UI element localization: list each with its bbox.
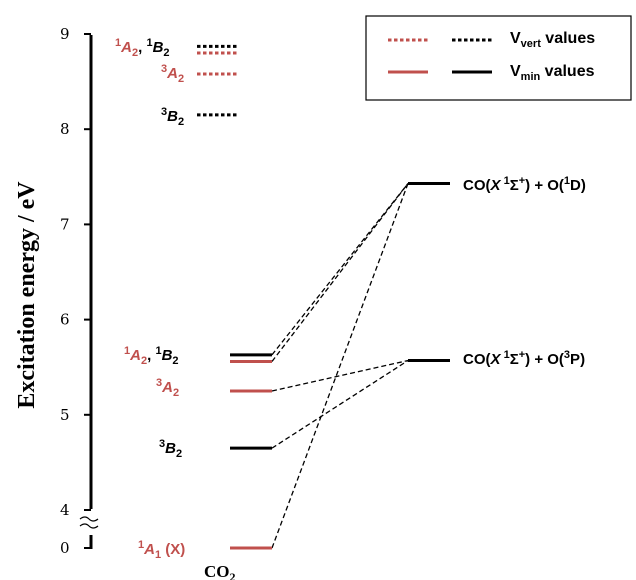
legend: Vvert values Vmin values	[365, 15, 632, 101]
y-tick-label: 9	[60, 25, 70, 43]
legend-min-text: Vmin values	[510, 63, 595, 83]
y-ticks: 0 4 5 6 7 8 9	[60, 25, 91, 557]
y-tick-label: 4	[60, 501, 70, 519]
legend-box	[365, 15, 632, 101]
product-3p-label: CO(X 1Σ+) + O(3P)	[463, 349, 585, 368]
legend-vert-text: Vvert values	[510, 30, 595, 50]
product-1d-label: CO(X 1Σ+) + O(1D)	[463, 175, 586, 194]
axis-break-icon	[79, 516, 99, 529]
y-tick-label: 8	[60, 120, 70, 138]
correlation-3a2-3p	[271, 359, 409, 392]
vmin-1a2-1b2-label: 1A2, 1B2	[124, 345, 179, 367]
vvert-1a2-1b2-label: 1A2, 1B2	[115, 37, 170, 59]
correlation-3b2-3p	[271, 359, 409, 449]
vvert-3a2-label: 3A2	[161, 63, 184, 85]
x-category-label: CO2	[204, 562, 236, 580]
vmin-3a2-label: 3A2	[156, 377, 179, 399]
vvert-3b2-label: 3B2	[161, 106, 184, 128]
energy-levels	[197, 44, 450, 550]
y-axis-label: Excitation energy / eV	[14, 181, 40, 409]
y-tick-label: 0	[60, 539, 70, 557]
y-tick-label: 6	[60, 311, 70, 329]
vmin-3b2-label: 3B2	[159, 438, 182, 460]
correlation-1a1-1d	[271, 183, 409, 549]
correlation-lines	[271, 183, 409, 549]
y-tick-label: 5	[60, 406, 70, 424]
vmin-1a1-label: 1A1 (X)	[138, 539, 185, 561]
correlation-1a2-1d	[271, 183, 409, 362]
correlation-1b2-1d	[271, 183, 409, 356]
y-tick-label: 7	[60, 215, 70, 233]
